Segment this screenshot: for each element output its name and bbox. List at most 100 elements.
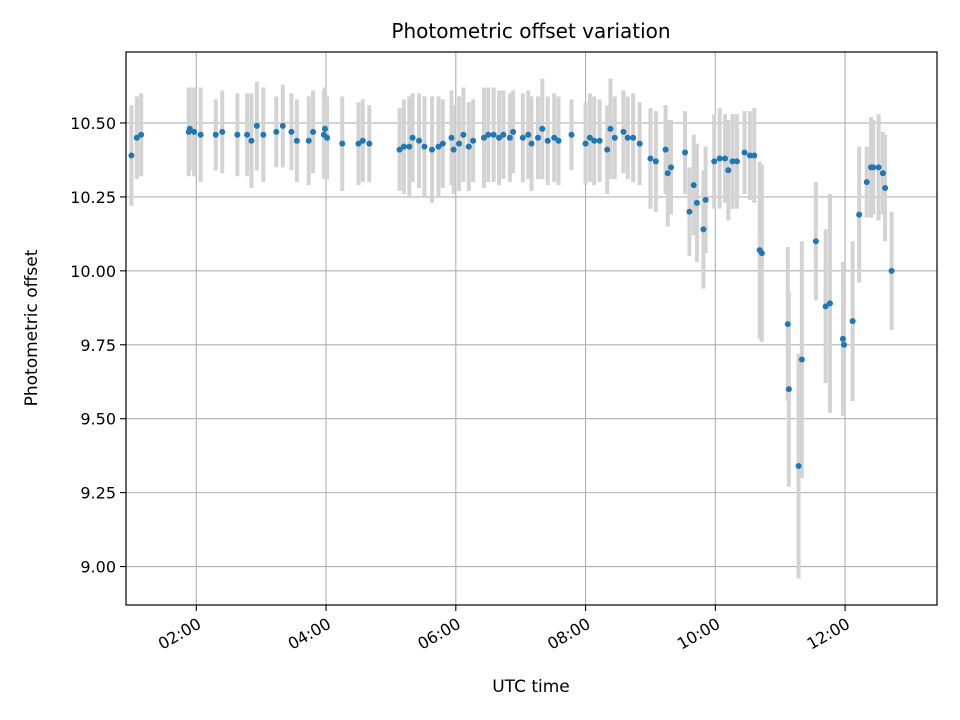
y-tick-label: 9.75 — [80, 336, 116, 355]
data-point — [359, 137, 366, 144]
data-point — [191, 128, 198, 135]
data-point — [544, 137, 551, 144]
data-point — [500, 131, 507, 138]
data-point — [682, 149, 689, 156]
data-point — [716, 155, 723, 162]
data-point — [409, 134, 416, 141]
data-point — [197, 131, 204, 138]
data-point — [219, 128, 226, 135]
data-point — [555, 137, 562, 144]
data-point — [396, 146, 403, 153]
data-point — [138, 131, 145, 138]
data-point — [470, 137, 477, 144]
data-points — [128, 122, 895, 470]
data-point — [849, 318, 856, 325]
data-point — [465, 143, 472, 150]
data-point — [534, 134, 541, 141]
data-point — [784, 321, 791, 328]
data-point — [729, 158, 736, 165]
data-point — [667, 164, 674, 171]
data-point — [310, 128, 317, 135]
data-point — [620, 128, 627, 135]
data-point — [429, 146, 436, 153]
data-point — [839, 335, 846, 342]
data-point — [568, 131, 575, 138]
plot-area-frame — [125, 51, 938, 606]
data-point — [485, 131, 492, 138]
y-tick-label: 9.50 — [80, 410, 116, 429]
data-point — [128, 152, 135, 159]
data-point — [490, 131, 497, 138]
y-tick-label: 10.25 — [70, 188, 116, 207]
data-point — [355, 140, 362, 147]
data-point — [366, 140, 373, 147]
data-point — [339, 140, 346, 147]
data-point — [293, 137, 300, 144]
data-point — [248, 137, 255, 144]
data-point — [321, 125, 328, 132]
data-point — [604, 146, 611, 153]
data-point — [795, 463, 802, 470]
data-point — [711, 158, 718, 165]
data-point — [686, 208, 693, 215]
data-point — [305, 137, 312, 144]
data-point — [785, 386, 792, 393]
data-point — [582, 140, 589, 147]
data-point — [448, 134, 455, 141]
data-point — [630, 134, 637, 141]
data-point — [586, 134, 593, 141]
data-point — [664, 170, 671, 177]
data-point — [812, 238, 819, 245]
data-point — [733, 158, 740, 165]
data-point — [611, 134, 618, 141]
data-point — [273, 128, 280, 135]
data-point — [260, 131, 267, 138]
data-point — [244, 131, 251, 138]
data-point — [841, 341, 848, 348]
data-point — [624, 134, 631, 141]
data-point — [863, 179, 870, 186]
data-point — [870, 164, 877, 171]
data-point — [288, 128, 295, 135]
data-point — [519, 134, 526, 141]
data-point — [751, 152, 758, 159]
data-point — [826, 300, 833, 307]
data-point — [693, 199, 700, 206]
data-point — [647, 155, 654, 162]
data-point — [882, 185, 889, 192]
data-point — [506, 134, 513, 141]
data-point — [450, 146, 457, 153]
data-point — [406, 143, 413, 150]
data-point — [652, 158, 659, 165]
data-point — [279, 122, 286, 129]
data-point — [551, 134, 558, 141]
data-point — [746, 152, 753, 159]
data-point — [758, 250, 765, 257]
x-axis-label: UTC time — [492, 677, 570, 697]
data-point — [591, 137, 598, 144]
data-point — [798, 356, 805, 363]
data-point — [607, 125, 614, 132]
data-point — [856, 211, 863, 218]
data-point — [510, 128, 517, 135]
data-point — [879, 170, 886, 177]
data-point — [400, 143, 407, 150]
data-point — [725, 167, 732, 174]
data-point — [822, 303, 829, 310]
data-point — [741, 149, 748, 156]
data-point — [700, 226, 707, 233]
data-point — [133, 134, 140, 141]
data-point — [416, 137, 423, 144]
y-tick-label: 10.50 — [70, 114, 116, 133]
data-point — [875, 164, 882, 171]
y-tick-label: 9.00 — [80, 558, 116, 577]
data-point — [525, 131, 532, 138]
data-point — [480, 134, 487, 141]
data-point — [596, 137, 603, 144]
data-point — [702, 196, 709, 203]
data-point — [456, 140, 463, 147]
y-tick-label: 9.25 — [80, 484, 116, 503]
data-point — [690, 182, 697, 189]
